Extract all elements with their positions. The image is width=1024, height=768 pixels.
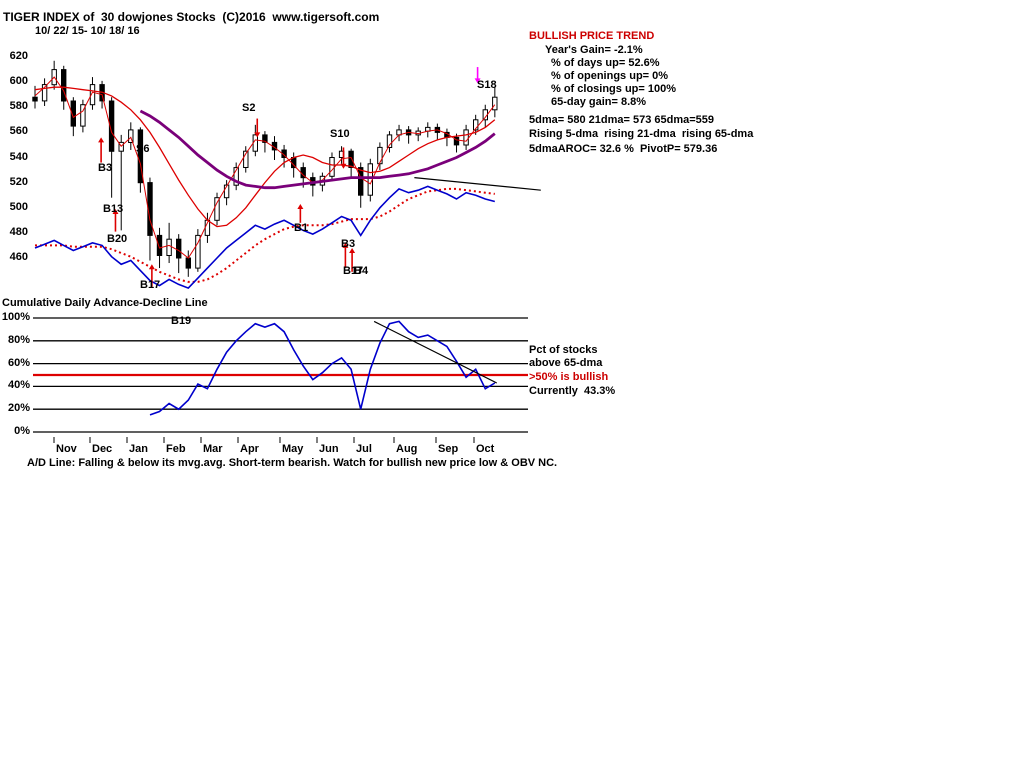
month-label-jan: Jan (129, 443, 148, 455)
month-label-sep: Sep (438, 443, 459, 455)
chart-title: TIGER INDEX of 30 dowjones Stocks (C)201… (3, 10, 380, 24)
aroc-pivot: 5dmaAROC= 32.6 % PivotP= 579.36 (529, 143, 718, 155)
gain-65day: 65-day gain= 8.8% (551, 96, 647, 108)
price-tick-label: 600 (9, 75, 28, 87)
month-label-jul: Jul (356, 443, 372, 455)
pct-tick-label: 0% (14, 425, 30, 437)
month-label-feb: Feb (166, 443, 186, 455)
pct-tick-label: 20% (7, 402, 30, 414)
price-tick-label: 620 (9, 50, 28, 62)
pct-tick-label: 40% (7, 379, 30, 391)
ad-line-commentary: A/D Line: Falling & below its mvg.avg. S… (27, 457, 558, 469)
price-tick-label: 460 (9, 251, 28, 263)
signal-label-B20: B20 (107, 233, 128, 245)
price-tick-label: 560 (9, 125, 28, 137)
month-label-dec: Dec (92, 443, 113, 455)
month-label-aug: Aug (396, 443, 418, 455)
price-tick-label: 500 (9, 201, 28, 213)
signal-label-B4: B4 (354, 265, 369, 277)
price-tick-label: 540 (9, 151, 28, 163)
month-label-apr: Apr (240, 443, 259, 455)
pct-openings-up: % of openings up= 0% (551, 70, 669, 82)
years-gain: Year's Gain= -2.1% (545, 44, 643, 56)
signal-label-B17: B17 (343, 265, 364, 277)
signal-label-B17: B17 (140, 279, 161, 291)
date-range: 10/ 22/ 15- 10/ 18/ 16 (35, 25, 140, 37)
rising-dma: Rising 5-dma rising 21-dma rising 65-dma (529, 128, 754, 140)
pct-stocks-label-1: Pct of stocks (529, 344, 598, 356)
pct-tick-label: 80% (7, 334, 30, 346)
bullish-threshold-label: >50% is bullish (529, 371, 609, 383)
signal-label-S6: S6 (136, 143, 150, 155)
dma-values: 5dma= 580 21dma= 573 65dma=559 (529, 114, 714, 126)
signal-label-S18: S18 (477, 79, 497, 91)
signal-label-B3: B3 (98, 162, 113, 174)
signal-label-S10: S10 (330, 128, 350, 140)
pct-tick-label: 60% (7, 357, 30, 369)
price-tick-label: 480 (9, 226, 28, 238)
pct-days-up: % of days up= 52.6% (551, 57, 660, 69)
price-tick-label: 580 (9, 100, 28, 112)
pct-closings-up: % of closings up= 100% (551, 83, 677, 95)
month-label-jun: Jun (319, 443, 339, 455)
signal-label-S2: S2 (242, 102, 256, 114)
month-label-oct: Oct (476, 443, 495, 455)
pct-tick-label: 100% (1, 311, 30, 323)
month-label-mar: Mar (203, 443, 223, 455)
signal-label-B19: B19 (171, 315, 192, 327)
signal-label-B1: B1 (294, 222, 309, 234)
price-tick-label: 520 (9, 176, 28, 188)
trend-heading: BULLISH PRICE TREND (529, 30, 655, 42)
pct-stocks-label-2: above 65-dma (529, 357, 603, 369)
signal-label-B3: B3 (341, 238, 356, 250)
currently-label: Currently 43.3% (529, 385, 616, 397)
month-label-may: May (282, 443, 304, 455)
month-label-nov: Nov (56, 443, 77, 455)
ad-line-label: Cumulative Daily Advance-Decline Line (2, 297, 208, 309)
signal-label-B13: B13 (103, 203, 124, 215)
